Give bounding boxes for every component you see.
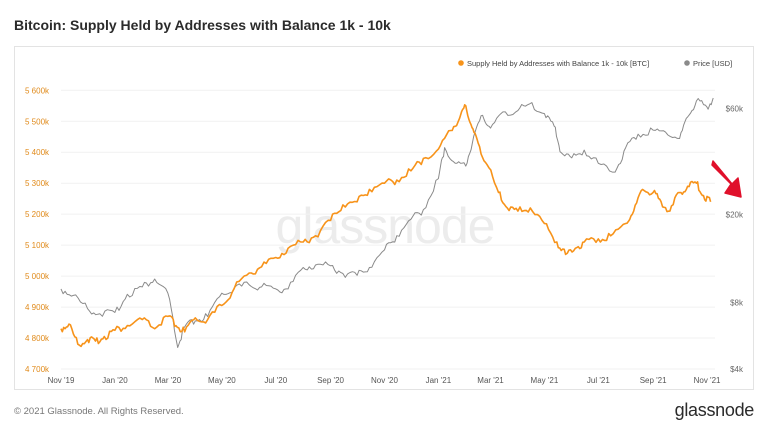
x-tick-label: Nov '19: [48, 376, 75, 385]
series-line: [60, 97, 714, 348]
copyright: © 2021 Glassnode. All Rights Reserved.: [14, 406, 184, 417]
y-left-tick-label: 5 100k: [25, 241, 50, 250]
legend-marker: [684, 60, 690, 66]
chart-card: glassnode 4 700k 4 800k 4 900k 5 000k 5 100k…: [14, 46, 754, 390]
x-tick-label: Sep '21: [640, 376, 667, 385]
y-left-tick-label: 5 300k: [25, 179, 50, 188]
y-right-tick-label: $8k: [730, 298, 744, 307]
y-right-tick-label: $60k: [726, 105, 744, 114]
x-tick-label: Jan '21: [426, 376, 452, 385]
x-tick-label: Mar '20: [155, 376, 182, 385]
x-tick-label: Sep '20: [317, 376, 344, 385]
y-left-tick-label: 5 000k: [25, 272, 50, 281]
y-left-tick-label: 5 600k: [25, 86, 50, 95]
y-left-tick-label: 5 500k: [25, 117, 50, 126]
y-right-tick-label: $20k: [726, 210, 744, 219]
y-left-tick-label: 5 400k: [25, 148, 50, 157]
x-tick-label: Mar '21: [477, 376, 504, 385]
x-tick-label: May '21: [531, 376, 559, 385]
y-left-tick-label: 4 700k: [25, 365, 50, 374]
y-left-tick-label: 5 200k: [25, 210, 50, 219]
legend-label[interactable]: Price [USD]: [693, 59, 732, 68]
annotation-arrow: [711, 160, 742, 198]
chart-title: Bitcoin: Supply Held by Addresses with B…: [14, 17, 391, 33]
series-line: [60, 104, 712, 348]
x-tick-label: May '20: [208, 376, 236, 385]
legend-label[interactable]: Supply Held by Addresses with Balance 1k…: [467, 59, 649, 68]
glassnode-logo: glassnode: [674, 400, 755, 420]
x-tick-label: Jul '21: [587, 376, 610, 385]
x-tick-label: Jul '20: [264, 376, 287, 385]
legend-marker: [458, 60, 464, 66]
x-tick-label: Nov '21: [694, 376, 721, 385]
y-right-tick-label: $4k: [730, 365, 744, 374]
x-tick-label: Nov '20: [371, 376, 398, 385]
y-left-tick-label: 4 800k: [25, 334, 50, 343]
x-tick-label: Jan '20: [102, 376, 128, 385]
y-left-tick-label: 4 900k: [25, 303, 50, 312]
